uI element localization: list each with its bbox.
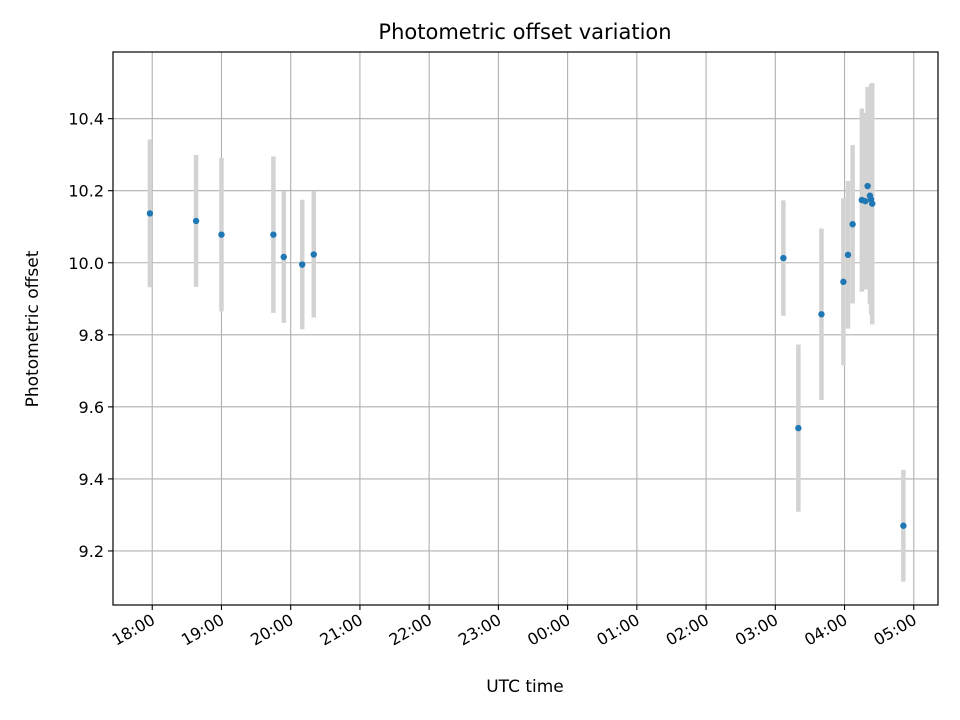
data-point — [864, 182, 871, 190]
x-tick-label: 21:00 — [316, 610, 365, 650]
plot-frame — [112, 51, 939, 606]
data-point — [818, 311, 825, 318]
data-point — [869, 200, 876, 207]
data-point — [192, 217, 200, 225]
x-tick-label: 20:00 — [247, 610, 296, 650]
x-tick-label: 23:00 — [455, 610, 504, 650]
x-tick-label: 00:00 — [524, 610, 573, 650]
data-point — [310, 251, 317, 258]
chart-title: Photometric offset variation — [378, 20, 671, 44]
x-tick-label: 18:00 — [109, 610, 158, 650]
x-tick-label: 03:00 — [732, 610, 781, 650]
error-bars — [147, 82, 906, 582]
y-tick-label: 10.2 — [68, 182, 104, 201]
y-tick-label: 9.6 — [79, 398, 104, 417]
data-point — [849, 221, 856, 228]
x-axis-ticks: 18:00 19:00 20:00 21:00 22:00 23:00 00:00 01:00… — [109, 605, 920, 650]
data-point — [146, 210, 154, 217]
x-tick-label: 22:00 — [386, 610, 435, 650]
y-tick-label: 10.0 — [68, 254, 104, 273]
y-axis-label: Photometric offset — [23, 250, 43, 407]
grid — [113, 52, 938, 605]
x-tick-label: 04:00 — [801, 610, 850, 650]
data-point — [840, 278, 847, 286]
y-tick-label: 9.4 — [79, 470, 104, 489]
data-points — [146, 182, 907, 529]
x-tick-label: 01:00 — [593, 610, 642, 650]
x-tick-label: 05:00 — [870, 610, 919, 650]
data-point — [844, 251, 852, 259]
data-point — [795, 424, 802, 432]
data-point — [270, 231, 277, 238]
x-tick-label: 02:00 — [663, 610, 712, 650]
data-point — [280, 253, 287, 261]
y-tick-label: 9.8 — [79, 326, 104, 345]
y-axis-ticks: 9.2 9.4 9.6 9.8 10.0 10.2 10.4 — [68, 110, 113, 561]
data-point — [862, 197, 869, 205]
data-point — [218, 231, 225, 238]
data-point — [900, 522, 907, 529]
data-point — [299, 261, 306, 268]
y-tick-label: 9.2 — [79, 542, 104, 561]
data-point — [780, 254, 787, 262]
x-tick-label: 19:00 — [178, 610, 227, 650]
x-axis-label: UTC time — [486, 677, 564, 697]
y-tick-label: 10.4 — [68, 110, 104, 129]
